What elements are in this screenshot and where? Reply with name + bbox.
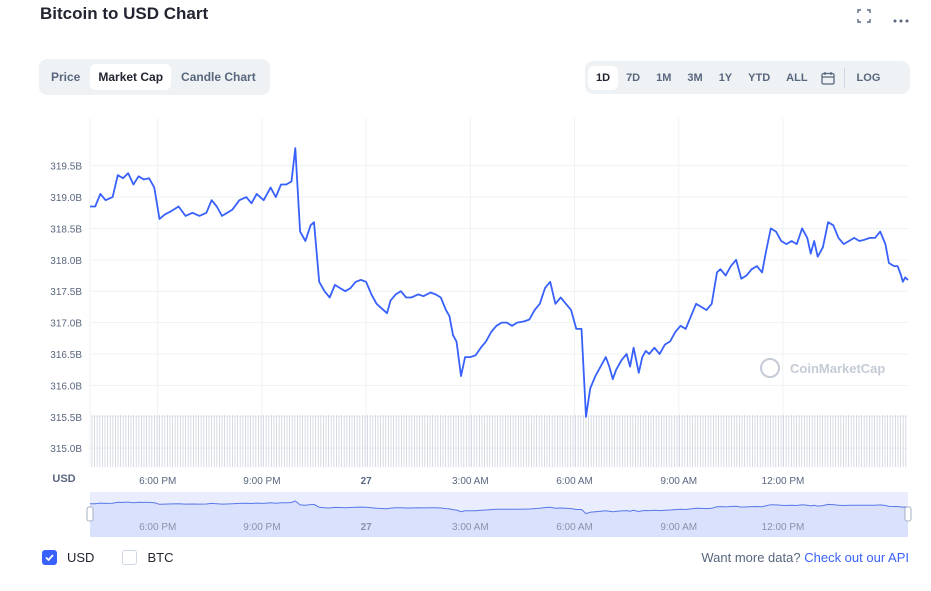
tab-candle-chart[interactable]: Candle Chart xyxy=(181,70,256,84)
btc-label: BTC xyxy=(147,550,174,565)
market-cap-chart[interactable]: 315.0B 315.5B 316.0B 316.5B 317.0B 317.5B 318.… xyxy=(0,110,931,540)
range-divider xyxy=(843,67,845,88)
btc-checkbox[interactable] xyxy=(122,550,138,565)
time-range-tabs: 1D 7D 1M 3M 1Y YTD ALL LOG xyxy=(585,61,910,94)
fullscreen-icon[interactable] xyxy=(857,9,871,27)
y-tick-label: 319.5B xyxy=(50,162,82,173)
x-tick-label: 9:00 PM xyxy=(243,476,280,487)
navigator-line xyxy=(90,500,909,515)
navigator-right-handle[interactable] xyxy=(904,506,912,522)
more-data-prompt: Want more data? xyxy=(701,550,801,565)
navigator-tick-label: 6:00 PM xyxy=(139,522,176,533)
range-7d[interactable]: 7D xyxy=(626,71,641,84)
range-1d[interactable]: 1D xyxy=(588,65,619,90)
range-3m[interactable]: 3M xyxy=(687,71,703,84)
y-tick-label: 316.0B xyxy=(50,381,82,392)
x-tick-label: 3:00 AM xyxy=(452,476,489,487)
usd-label: USD xyxy=(67,550,95,565)
y-tick-label: 318.5B xyxy=(50,224,82,235)
range-all[interactable]: ALL xyxy=(786,71,808,84)
navigator-tick-label: 3:00 AM xyxy=(452,522,489,533)
x-tick-label: 9:00 AM xyxy=(660,476,697,487)
usd-checkbox[interactable] xyxy=(42,550,57,565)
x-tick-label: 6:00 PM xyxy=(139,476,176,487)
y-tick-label: 317.5B xyxy=(50,287,82,298)
range-1y[interactable]: 1Y xyxy=(718,71,733,84)
chart-title: Bitcoin to USD Chart xyxy=(40,4,209,23)
y-tick-label: 315.5B xyxy=(50,413,82,424)
range-ytd[interactable]: YTD xyxy=(748,71,771,84)
navigator-tick-label: 9:00 AM xyxy=(660,522,697,533)
x-tick-label: 27 xyxy=(361,476,373,487)
x-tick-label: 12:00 PM xyxy=(762,476,805,487)
x-tick-label: 6:00 AM xyxy=(556,476,593,487)
more-icon[interactable] xyxy=(893,9,909,27)
y-tick-label: 317.0B xyxy=(50,319,82,330)
navigator-tick-label: 27 xyxy=(361,522,373,533)
range-1m[interactable]: 1M xyxy=(656,71,672,84)
y-axis-title: USD xyxy=(52,473,75,485)
chart-type-tabs: Price Market Cap Candle Chart xyxy=(39,59,270,95)
navigator-tick-label: 12:00 PM xyxy=(762,522,805,533)
legend: USD BTC xyxy=(42,550,201,565)
log-toggle[interactable]: LOG xyxy=(856,71,881,84)
usd-series-line xyxy=(90,147,909,418)
tab-market-cap[interactable]: Market Cap xyxy=(90,64,172,90)
tab-price[interactable]: Price xyxy=(51,70,81,84)
watermark-text: CoinMarketCap xyxy=(790,361,885,376)
y-tick-label: 319.0B xyxy=(50,193,82,204)
api-link[interactable]: Check out our API xyxy=(804,550,909,565)
top-toolbar xyxy=(857,9,909,27)
navigator-tick-label: 6:00 AM xyxy=(556,522,593,533)
y-tick-label: 318.0B xyxy=(50,256,82,267)
y-tick-label: 315.0B xyxy=(50,444,82,455)
y-tick-label: 316.5B xyxy=(50,350,82,361)
navigator-tick-label: 9:00 PM xyxy=(243,522,280,533)
calendar-icon[interactable] xyxy=(816,67,840,89)
more-data-text: Want more data? Check out our API xyxy=(701,550,909,565)
coinmarketcap-logo-icon xyxy=(760,358,780,378)
navigator-left-handle[interactable] xyxy=(86,506,94,522)
navigator-area xyxy=(90,500,908,537)
